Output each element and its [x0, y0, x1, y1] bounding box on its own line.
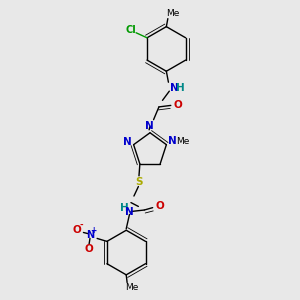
Text: O: O [85, 244, 94, 254]
Text: H: H [176, 82, 185, 93]
Text: O: O [155, 201, 164, 212]
Text: O: O [72, 225, 81, 235]
Text: N: N [123, 137, 131, 147]
Text: S: S [136, 177, 143, 188]
Text: O: O [174, 100, 183, 110]
Text: -: - [79, 221, 83, 230]
Text: N: N [170, 82, 179, 93]
Text: N: N [86, 230, 94, 240]
Text: Me: Me [125, 283, 139, 292]
Text: N: N [168, 136, 177, 146]
Text: Cl: Cl [125, 26, 136, 35]
Text: N: N [125, 206, 134, 217]
Text: Me: Me [176, 137, 189, 146]
Text: H: H [120, 203, 129, 213]
Text: +: + [90, 226, 97, 235]
Text: N: N [145, 121, 154, 131]
Text: Me: Me [166, 9, 180, 18]
